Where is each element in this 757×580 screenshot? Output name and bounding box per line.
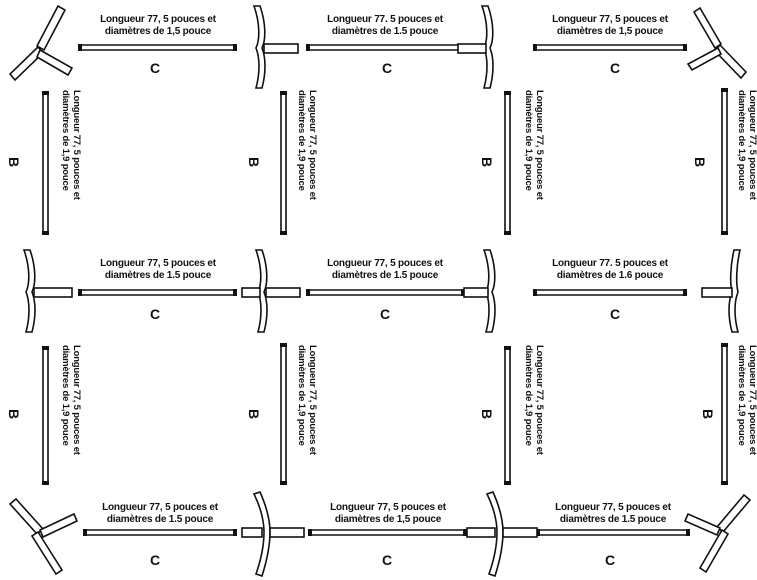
label-line: Longueur 77, 5 pouces et bbox=[534, 90, 545, 200]
part-letter-c: C bbox=[609, 306, 621, 322]
b-tube-r1-3 bbox=[504, 91, 511, 235]
c-tube-label: Longueur 77, 5 pouces et diamètres de 1.… bbox=[80, 502, 240, 526]
t-connector-icon bbox=[22, 249, 73, 333]
b-tube-label: Longueur 77, 5 pouces et diamètres de 1,… bbox=[505, 90, 545, 240]
label-line: Longueur 77, 5 pouces et bbox=[552, 14, 668, 25]
b-tube-label: Longueur 77, 5 pouces et diamètres de 1,… bbox=[505, 345, 545, 495]
y-connector-icon bbox=[8, 4, 74, 82]
part-letter-b: B bbox=[6, 408, 22, 420]
c-tube-r3-3 bbox=[536, 529, 690, 536]
c-tube-label: Longueur 77, 5 pouces et diamètres de 1,… bbox=[530, 14, 690, 38]
label-line: Longueur 77, 5 pouces et bbox=[102, 502, 218, 513]
b-tube-label: Longueur 77, 5 pouces et diamètres de 1,… bbox=[278, 345, 318, 495]
part-letter-c: C bbox=[149, 552, 161, 568]
label-line: Longueur 77, 5 pouces et bbox=[71, 90, 82, 200]
part-letter-c: C bbox=[381, 60, 393, 76]
t-connector-icon bbox=[701, 249, 742, 333]
b-tube-label: Longueur 77, 5 pouces et diamètres de 1,… bbox=[42, 345, 82, 495]
c-tube-r2-2 bbox=[306, 289, 465, 296]
part-letter-c: C bbox=[381, 552, 393, 568]
label-line: Longueur 77, 5 pouces et bbox=[747, 345, 757, 455]
y-connector-icon bbox=[8, 497, 79, 576]
c-tube-label: Longueur 77. 5 pouces et diamètres de 1.… bbox=[305, 14, 465, 38]
part-letter-c: C bbox=[604, 552, 616, 568]
label-line: diamètres de 1.5 pouce bbox=[331, 26, 439, 37]
label-line: Longueur 77, 5 pouces et bbox=[327, 258, 443, 269]
label-line: Longueur 77, 5 pouces et bbox=[71, 345, 82, 455]
part-letter-c: C bbox=[379, 306, 391, 322]
label-line: Longueur 77, 5 pouces et bbox=[555, 502, 671, 513]
label-line: Longueur 77. 5 pouces et bbox=[327, 14, 443, 25]
c-tube-label: Longueur 77, 5 pouces et diamètres de 1.… bbox=[305, 258, 465, 282]
b-tube-label: Longueur 77, 5 pouces et diamètres de 1,… bbox=[718, 90, 757, 240]
label-line: Longueur 77, 5 pouces et bbox=[747, 90, 757, 200]
c-tube-r1-3 bbox=[533, 44, 687, 51]
c-tube-label: Longueur 77, 5 pouces et diamètres de 1.… bbox=[78, 258, 238, 282]
label-line: diamètres de 1,9 pouce bbox=[523, 345, 534, 446]
label-line: diamètres de 1,5 pouce bbox=[556, 26, 664, 37]
c-tube-label: Longueur 77, 5 pouces et diamètres de 1.… bbox=[533, 502, 693, 526]
part-letter-b: B bbox=[479, 156, 495, 168]
label-line: diamètres de 1.5 pouce bbox=[559, 514, 667, 525]
t-connector-icon bbox=[252, 5, 299, 89]
t-connector-icon bbox=[463, 249, 496, 333]
part-letter-b: B bbox=[246, 408, 262, 420]
label-line: Longueur 77, 5 pouces et bbox=[330, 502, 446, 513]
label-line: diamètres de 1,9 pouce bbox=[60, 345, 71, 446]
label-line: diamètres de 1,5 pouce bbox=[104, 26, 212, 37]
c-tube-r2-1 bbox=[78, 289, 237, 296]
label-line: diamètres de 1.5 pouce bbox=[331, 270, 439, 281]
label-line: diamètres de 1,5 pouce bbox=[334, 514, 442, 525]
b-tube-r2-4 bbox=[721, 343, 728, 485]
c-tube-r3-1 bbox=[83, 529, 237, 536]
label-line: Longueur 77, 5 pouces et bbox=[100, 258, 216, 269]
part-letter-c: C bbox=[149, 306, 161, 322]
c-tube-r1-2 bbox=[306, 44, 465, 51]
label-line: Longueur 77. 5 pouces et bbox=[552, 258, 668, 269]
label-line: Longueur 77, 5 pouces et bbox=[100, 14, 216, 25]
c-tube-label: Longueur 77. 5 pouces et diamètres de 1.… bbox=[530, 258, 690, 282]
c-tube-r3-2 bbox=[308, 529, 467, 536]
label-line: diamètres de 1.5 pouce bbox=[106, 514, 214, 525]
t-connector-icon bbox=[241, 491, 305, 578]
label-line: diamètres de 1.6 pouce bbox=[556, 270, 664, 281]
c-tube-label: Longueur 77, 5 pouces et diamètres de 1,… bbox=[308, 502, 468, 526]
label-line: Longueur 77, 5 pouces et bbox=[307, 90, 318, 200]
t-connector-icon bbox=[241, 249, 301, 333]
b-tube-r1-1 bbox=[42, 91, 49, 235]
label-line: diamètres de 1,9 pouce bbox=[60, 90, 71, 191]
label-line: diamètres de 1,9 pouce bbox=[736, 90, 747, 191]
part-letter-b: B bbox=[692, 156, 708, 168]
y-connector-icon bbox=[686, 6, 748, 80]
y-connector-icon bbox=[683, 493, 752, 574]
c-tube-label: Longueur 77, 5 pouces et diamètres de 1,… bbox=[78, 14, 238, 38]
b-tube-r2-1 bbox=[42, 346, 49, 485]
part-letter-b: B bbox=[479, 408, 495, 420]
part-letter-b: B bbox=[700, 408, 716, 420]
b-tube-r2-3 bbox=[504, 346, 511, 485]
label-line: diamètres de 1,9 pouce bbox=[296, 90, 307, 191]
b-tube-r2-2 bbox=[280, 343, 287, 485]
part-letter-c: C bbox=[609, 60, 621, 76]
label-line: Longueur 77, 5 pouces et bbox=[534, 345, 545, 455]
b-tube-label: Longueur 77, 5 pouces et diamètres de 1,… bbox=[278, 90, 318, 240]
b-tube-label: Longueur 77, 5 pouces et diamètres de 1,… bbox=[718, 345, 757, 495]
label-line: diamètres de 1,9 pouce bbox=[736, 345, 747, 446]
label-line: Longueur 77, 5 pouces et bbox=[307, 345, 318, 455]
part-letter-b: B bbox=[6, 156, 22, 168]
part-letter-b: B bbox=[246, 156, 262, 168]
label-line: diamètres de 1.5 pouce bbox=[104, 270, 212, 281]
c-tube-r2-3 bbox=[533, 289, 687, 296]
b-tube-r1-4 bbox=[721, 88, 728, 235]
label-line: diamètres de 1,9 pouce bbox=[296, 345, 307, 446]
label-line: diamètres de 1,9 pouce bbox=[523, 90, 534, 191]
b-tube-r1-2 bbox=[280, 91, 287, 235]
t-connector-icon bbox=[466, 491, 538, 578]
part-letter-c: C bbox=[149, 60, 161, 76]
t-connector-icon bbox=[457, 5, 494, 89]
c-tube-r1-1 bbox=[78, 44, 237, 51]
b-tube-label: Longueur 77, 5 pouces et diamètres de 1,… bbox=[42, 90, 82, 240]
